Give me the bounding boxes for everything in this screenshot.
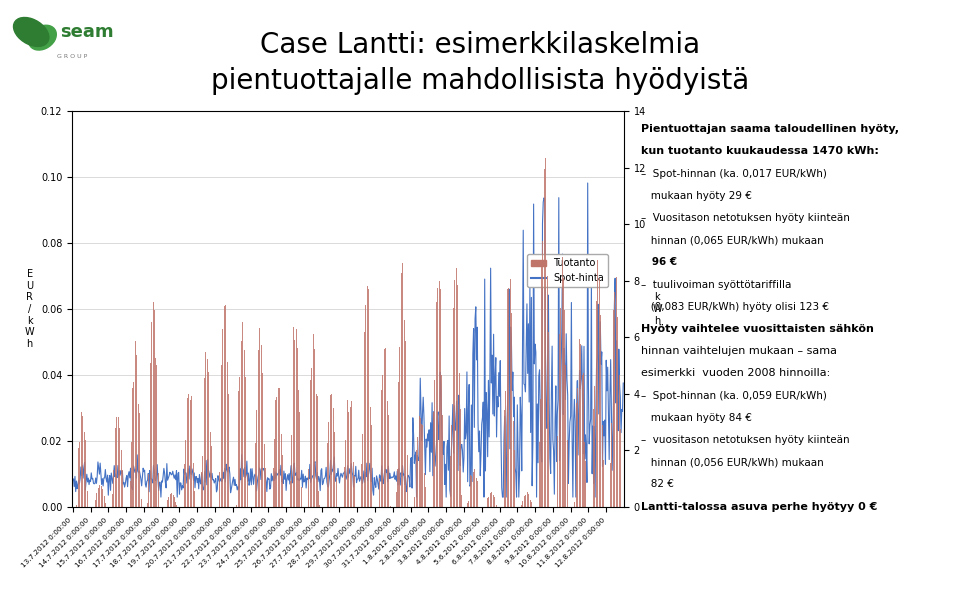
Text: hinnan (0,056 EUR/kWh) mukaan: hinnan (0,056 EUR/kWh) mukaan (641, 457, 824, 467)
Text: G R O U P: G R O U P (58, 54, 87, 59)
Text: –  Spot-hinnan (ka. 0,017 EUR/kWh): – Spot-hinnan (ka. 0,017 EUR/kWh) (641, 169, 828, 179)
Text: pientuottajalle mahdollisista hyödyistä: pientuottajalle mahdollisista hyödyistä (211, 67, 749, 95)
Text: Case Lantti: esimerkkilaskelmia: Case Lantti: esimerkkilaskelmia (260, 31, 700, 59)
Text: 82 €: 82 € (641, 479, 674, 490)
Y-axis label: k
W
h: k W h (653, 292, 662, 326)
Ellipse shape (29, 25, 57, 50)
Text: –  Vuositason netotuksen hyöty kiinteän: – Vuositason netotuksen hyöty kiinteän (641, 213, 851, 223)
Text: Lantti-talossa asuva perhe hyötyy 0 €: Lantti-talossa asuva perhe hyötyy 0 € (641, 502, 877, 512)
Text: mukaan hyöty 29 €: mukaan hyöty 29 € (641, 191, 752, 201)
Ellipse shape (13, 17, 49, 46)
Y-axis label: E
U
R
/
k
W
h: E U R / k W h (25, 269, 35, 349)
Text: hinnan (0,065 EUR/kWh) mukaan: hinnan (0,065 EUR/kWh) mukaan (641, 235, 824, 245)
Legend: Tuotanto, Spot-hinta: Tuotanto, Spot-hinta (527, 254, 608, 287)
Text: Hyöty vaihtelee vuosittaisten sähkön: Hyöty vaihtelee vuosittaisten sähkön (641, 324, 875, 334)
Text: –  tuulivoiman syöttötariffilla: – tuulivoiman syöttötariffilla (641, 280, 792, 290)
Text: –  Spot-hinnan (ka. 0,059 EUR/kWh): – Spot-hinnan (ka. 0,059 EUR/kWh) (641, 391, 828, 401)
Text: mukaan hyöty 84 €: mukaan hyöty 84 € (641, 413, 752, 423)
Text: Pientuottajan saama taloudellinen hyöty,: Pientuottajan saama taloudellinen hyöty, (641, 124, 900, 134)
Text: hinnan vaihtelujen mukaan – sama: hinnan vaihtelujen mukaan – sama (641, 346, 837, 356)
Text: seam: seam (60, 23, 113, 41)
Text: Tamperelaisen Lantti-talon aurinkopaneelien tuotantotiedot 13.7-12.8 2012: Tamperelaisen Lantti-talon aurinkopaneel… (196, 578, 764, 590)
Text: (0,083 EUR/kWh) hyöty olisi 123 €: (0,083 EUR/kWh) hyöty olisi 123 € (641, 302, 829, 312)
Text: 96 €: 96 € (641, 257, 678, 268)
Text: –  vuositason netotuksen hyöty kiinteän: – vuositason netotuksen hyöty kiinteän (641, 435, 850, 445)
Text: esimerkki  vuoden 2008 hinnoilla:: esimerkki vuoden 2008 hinnoilla: (641, 368, 830, 379)
Text: kun tuotanto kuukaudessa 1470 kWh:: kun tuotanto kuukaudessa 1470 kWh: (641, 146, 879, 157)
